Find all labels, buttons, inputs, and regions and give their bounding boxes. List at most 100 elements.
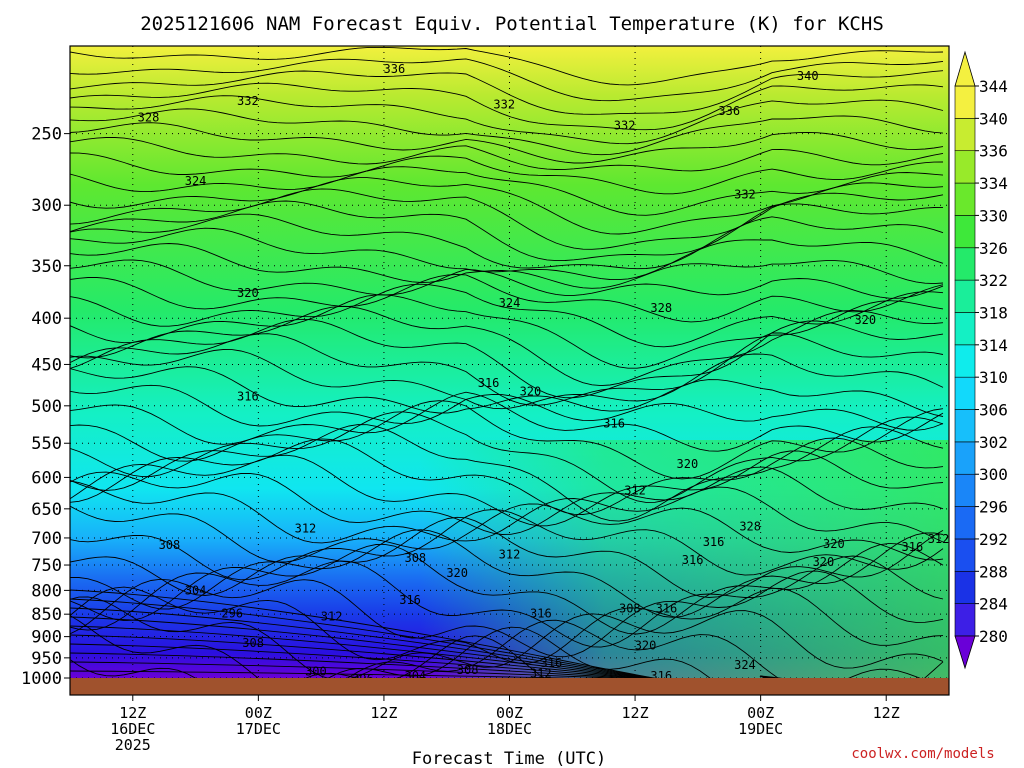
y-tick-label: 750 [31,556,62,576]
colorbar-bin [954,150,976,184]
contour-label-text: 316 [478,376,500,390]
contour-label: 336 [384,62,406,76]
contour-line [70,643,772,678]
contour-line [70,243,944,289]
contour-line [70,305,944,387]
contour-label: 332 [734,188,756,202]
contour-label: 316 [650,669,672,683]
colorbar-bin [954,247,976,281]
colorbar: 280 284 288 292 296 300 302 306 310 314 318 322 326 3… [954,50,1008,670]
colorbar-bin [954,473,976,507]
colorbar-bin [954,118,976,152]
x-tick-label: 00Z [245,704,272,722]
contour-label: 320 [237,286,259,300]
x-tick-label: 2025 [115,736,151,754]
chart-title: 2025121606 NAM Forecast Equiv. Potential… [140,13,884,35]
contour-label-text: 320 [446,566,468,580]
colorbar-tick-label: 310 [979,368,1008,387]
contour-label-text: 308 [404,551,426,565]
contour-label: 316 [703,535,725,549]
x-axis-label: Forecast Time (UTC) [412,749,606,768]
colorbar-tick-label: 318 [979,303,1008,322]
contour-label-text: 320 [237,286,259,300]
x-tick-label: 00Z [496,704,523,722]
contour-line [70,332,944,406]
contour-label-text: 320 [823,537,845,551]
contour-label: 316 [478,376,500,390]
contour-line [70,200,944,262]
contour-label-text: 308 [159,538,181,552]
y-tick-label: 600 [31,468,62,488]
colorbar-tick-label: 336 [979,142,1008,161]
contour-label: 308 [159,538,181,552]
contour-line [70,122,944,164]
contour-line [70,58,944,102]
contour-label: 320 [677,457,699,471]
y-tick-label: 700 [31,529,62,549]
colorbar-bin [954,344,976,378]
x-tick-label: 16DEC [110,720,155,738]
colorbar-tick-label: 288 [979,562,1008,581]
y-tick-label: 950 [31,649,62,669]
contour-label: 316 [603,416,625,430]
contour-label: 312 [499,547,521,561]
contour-line [70,384,944,431]
contour-label: 332 [493,97,515,111]
colorbar-tick-label: 340 [979,109,1008,128]
y-tick-label: 250 [31,125,62,145]
contour-label-text: 328 [138,111,160,125]
colorbar-tick-label: 292 [979,530,1008,549]
colorbar-tick-label: 306 [979,401,1008,420]
contour-line [70,366,944,417]
contour-line [70,503,944,563]
colorbar-bin [954,570,976,604]
contour-line [70,616,768,678]
contour-label-text: 296 [352,672,374,686]
contour-label-text: 316 [703,535,725,549]
contour-line [70,586,944,664]
contour-label: 312 [530,666,552,678]
contour-line [70,294,944,369]
contour-line [70,661,778,678]
contour-line [70,598,766,678]
contour-label: 328 [650,301,672,315]
y-tick-label: 450 [31,355,62,375]
colorbar-bin [954,215,976,249]
contour-label: 320 [520,384,542,398]
contour-label-text: 340 [797,69,819,83]
contour-label-text: 320 [813,555,835,569]
contour-line [70,70,944,115]
contour-label: 316 [682,553,704,567]
contour-line [70,213,944,270]
contour-line [70,450,944,527]
contour-label-text: 316 [237,389,259,403]
y-tick-label: 400 [31,309,62,329]
contour-line [70,259,944,299]
colorbar-bin [954,85,976,119]
x-tick-label: 18DEC [487,720,532,738]
contour-line [70,542,944,635]
contour-label: 324 [734,658,756,672]
contour-line [70,480,944,544]
colorbar-bin [954,603,976,637]
colorbar-tick-label: 334 [979,174,1008,193]
contour-label: 316 [541,656,563,670]
colorbar-bin [954,506,976,540]
contour-label: 296 [221,606,243,620]
contour-label: 312 [928,532,949,546]
contour-label-text: 332 [614,119,636,133]
contour-line [70,152,944,195]
contour-label-text: 308 [457,663,479,677]
plot-area: 336 340 332 332 332 336 328 324 332 320 324 328 320 3… [70,46,949,686]
contour-label: 332 [237,94,259,108]
colorbar-bin [954,376,976,410]
contour-label-text: 316 [650,669,672,683]
y-tick-label: 300 [31,196,62,216]
contour-label: 296 [352,672,374,686]
contour-label: 320 [446,566,468,580]
contour-label: 312 [295,521,317,535]
contour-line [70,529,944,618]
contour-label-text: 304 [404,669,426,683]
colorbar-extend-min [954,635,976,670]
contour-label: 304 [404,669,426,683]
